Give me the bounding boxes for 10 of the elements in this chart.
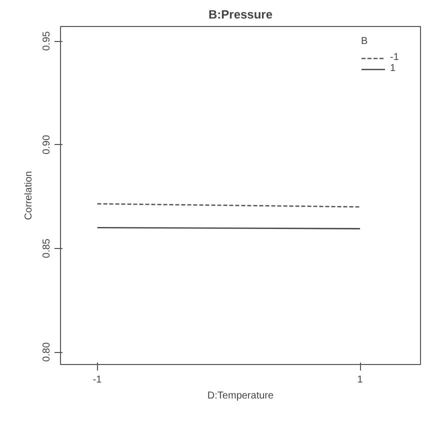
y-tick-label: 0.90 [42,134,52,154]
legend-label: 1 [390,63,397,74]
x-axis-title: D:Temperature [207,390,274,402]
legend-title: B [361,36,369,47]
y-tick-label: 0.85 [42,238,52,258]
y-axis-title: Correlation [24,171,34,220]
legend-label: -1 [390,52,400,63]
chart-title: B:Pressure [208,8,273,22]
y-tick-label: 0.95 [42,30,52,51]
y-tick-label: 0.80 [42,342,52,362]
